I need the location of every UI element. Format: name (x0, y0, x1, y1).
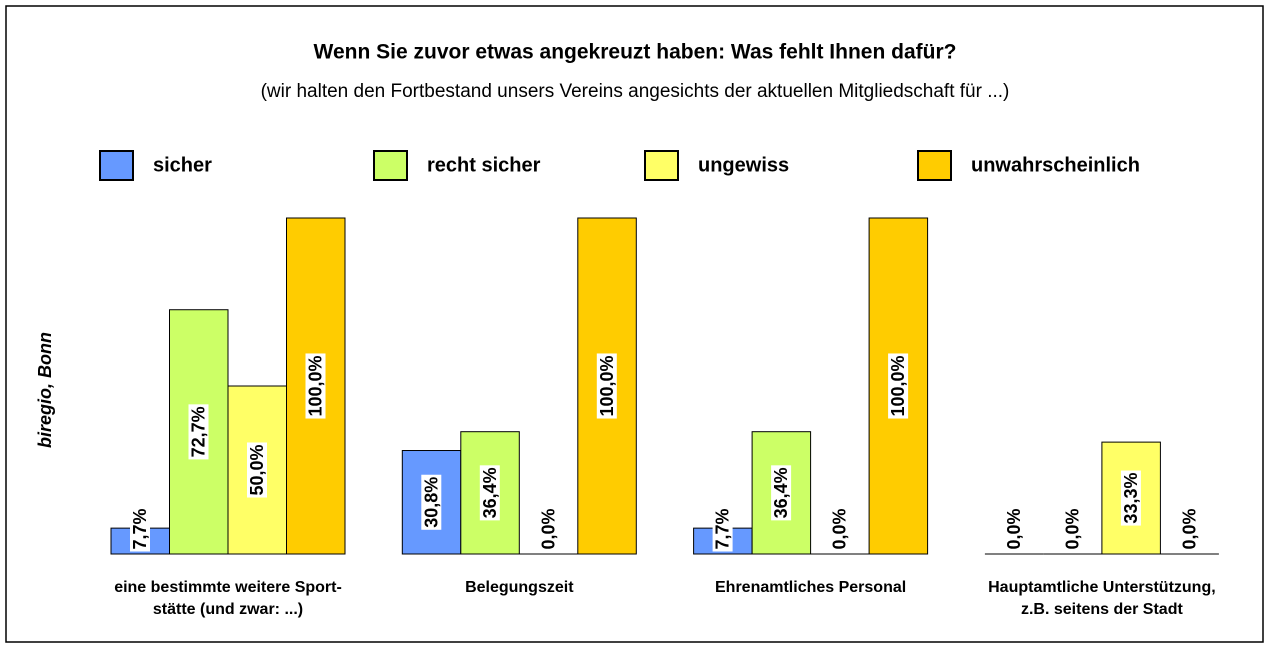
value-label: 36,4% (771, 467, 791, 518)
value-label-bg (1120, 470, 1141, 526)
value-label: 0,0% (1004, 508, 1024, 549)
value-label-group: 50,0% (247, 442, 267, 498)
x-tick-label-line: eine bestimmte weitere Sport- (114, 579, 342, 596)
x-tick-label-line: z.B. seitens der Stadt (1021, 601, 1183, 618)
value-label-group: 0,0% (1179, 506, 1200, 552)
value-label: 7,7% (130, 508, 150, 549)
value-label-group: 0,0% (538, 506, 559, 552)
legend-label: sicher (153, 154, 212, 176)
x-tick-label: Ehrenamtliches Personal (715, 579, 906, 596)
x-tick-label-line: Belegungszeit (465, 579, 574, 596)
legend-label: unwahrscheinlich (971, 154, 1140, 176)
value-label: 0,0% (538, 508, 558, 549)
value-label-group: 36,4% (479, 465, 500, 521)
value-label: 0,0% (1179, 508, 1199, 549)
value-label-bg (247, 442, 267, 498)
value-label: 0,0% (1062, 508, 1082, 549)
value-label: 72,7% (189, 406, 209, 457)
x-tick-label-line: Ehrenamtliches Personal (715, 579, 906, 596)
y-axis-label: biregio, Bonn (35, 332, 55, 448)
value-label-group: 100,0% (888, 353, 909, 419)
x-tick-label: eine bestimmte weitere Sport-stätte (und… (114, 579, 342, 618)
value-label-bg (1003, 506, 1024, 552)
value-label-bg (421, 474, 442, 530)
legend-swatch (373, 150, 408, 181)
legend-swatch (917, 150, 952, 181)
x-tick-label: Belegungszeit (465, 579, 574, 596)
value-label-bg (829, 506, 850, 552)
value-label-group: 72,7% (188, 404, 209, 460)
value-label-group: 30,8% (421, 474, 442, 530)
value-label: 100,0% (306, 355, 326, 416)
value-label: 36,4% (480, 467, 500, 518)
value-label-bg (538, 506, 559, 552)
x-tick-label-line: stätte (und zwar: ...) (153, 601, 303, 618)
value-label-bg (771, 465, 792, 521)
value-label: 50,0% (247, 444, 267, 495)
value-label-bg (1062, 506, 1083, 552)
chart-title: Wenn Sie zuvor etwas angekreuzt haben: W… (314, 41, 957, 64)
value-label-group: 7,7% (712, 506, 733, 552)
value-label-bg (1179, 506, 1200, 552)
value-label-group: 100,0% (596, 353, 617, 419)
value-label-bg (712, 506, 733, 552)
value-label-bg (596, 353, 617, 419)
value-label-group: 0,0% (1003, 506, 1024, 552)
value-label-bg (188, 404, 209, 460)
value-label: 100,0% (888, 355, 908, 416)
chart-subtitle: (wir halten den Fortbestand unsers Verei… (261, 81, 1010, 102)
value-label: 30,8% (421, 477, 441, 528)
legend-label: recht sicher (427, 154, 541, 176)
value-label-group: 0,0% (1062, 506, 1083, 552)
value-label-bg (479, 465, 500, 521)
value-label: 7,7% (713, 508, 733, 549)
x-tick-label-line: Hauptamtliche Unterstützung, (988, 579, 1216, 596)
legend-swatch (644, 150, 679, 181)
x-tick-label: Hauptamtliche Unterstützung, z.B. seitens… (988, 579, 1216, 618)
value-label: 33,3% (1121, 473, 1141, 524)
value-label: 0,0% (830, 508, 850, 549)
value-label-group: 36,4% (771, 465, 792, 521)
value-label-bg (130, 506, 150, 552)
value-label: 100,0% (597, 355, 617, 416)
value-label-group: 0,0% (829, 506, 850, 552)
value-label-bg (305, 353, 326, 419)
value-label-group: 7,7% (130, 506, 150, 552)
legend-swatch (99, 150, 134, 181)
value-label-group: 100,0% (305, 353, 326, 419)
legend-label: ungewiss (698, 154, 789, 176)
value-label-group: 33,3% (1120, 470, 1141, 526)
value-label-bg (888, 353, 909, 419)
